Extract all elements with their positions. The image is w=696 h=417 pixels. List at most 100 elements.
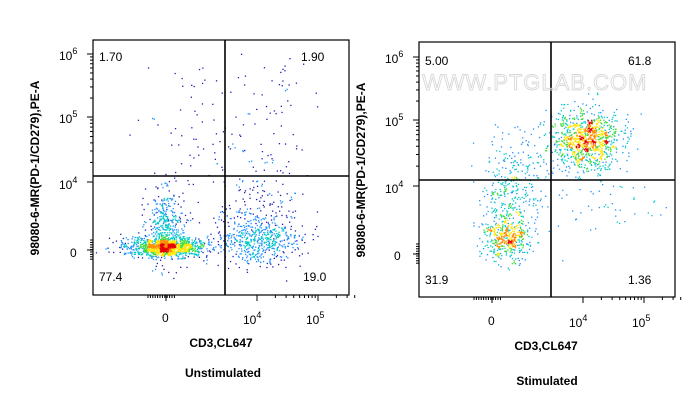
data-point (565, 126, 567, 128)
data-point (535, 198, 537, 200)
data-point (143, 221, 146, 223)
data-point (627, 140, 629, 142)
data-point (164, 214, 166, 216)
data-point (255, 246, 257, 248)
data-point (514, 160, 517, 162)
data-point (585, 149, 587, 151)
data-point (561, 131, 563, 134)
data-point (155, 265, 157, 268)
data-point (505, 237, 507, 239)
data-point (492, 240, 494, 242)
data-point (249, 245, 252, 247)
plot-frame (418, 41, 676, 298)
data-point (519, 263, 521, 265)
data-point (490, 250, 493, 252)
data-point (567, 126, 570, 128)
data-point (510, 192, 512, 194)
data-point (563, 143, 565, 145)
data-point (496, 192, 499, 194)
data-point (566, 120, 568, 122)
data-point (497, 229, 499, 231)
data-point (609, 153, 611, 155)
data-point (288, 84, 290, 86)
data-point (622, 145, 624, 147)
data-point (173, 246, 175, 249)
data-point (142, 242, 144, 244)
data-point (166, 235, 168, 237)
data-point (156, 249, 158, 251)
data-point (665, 207, 667, 209)
data-point (512, 227, 514, 229)
data-point (560, 143, 562, 145)
data-point (292, 133, 294, 136)
data-point (608, 119, 610, 122)
data-point (260, 244, 263, 247)
data-point (266, 118, 268, 120)
data-point (180, 249, 182, 251)
data-point (210, 244, 212, 246)
data-point (178, 144, 180, 146)
data-point (268, 225, 270, 227)
data-point (154, 240, 156, 242)
data-point (208, 241, 210, 243)
data-point (133, 251, 136, 254)
data-point (274, 241, 276, 243)
data-point (513, 260, 515, 262)
data-point (256, 185, 259, 187)
data-point (526, 234, 528, 236)
data-point (501, 183, 503, 185)
data-point (496, 174, 498, 176)
data-point (250, 226, 252, 228)
data-point (589, 130, 591, 132)
data-point (525, 140, 527, 142)
data-point (517, 126, 519, 128)
data-point (532, 186, 534, 188)
data-point (157, 228, 159, 230)
data-point (142, 226, 144, 228)
data-point (505, 190, 507, 192)
data-point (228, 146, 230, 148)
data-point (257, 207, 259, 210)
data-point (171, 221, 173, 223)
data-point (155, 242, 157, 244)
data-point (251, 234, 253, 236)
data-point (191, 250, 194, 252)
data-point (171, 232, 173, 234)
data-point (295, 148, 298, 150)
data-point (303, 63, 305, 65)
data-point (185, 247, 187, 249)
data-point (578, 141, 580, 143)
data-point (590, 149, 593, 151)
data-point (153, 240, 155, 242)
data-point (511, 236, 513, 239)
data-point (149, 246, 151, 248)
data-point (257, 250, 259, 252)
data-point (473, 222, 475, 224)
data-point (196, 250, 199, 252)
data-point (608, 128, 610, 130)
data-point (563, 124, 565, 126)
data-point (197, 251, 199, 253)
data-point (183, 242, 186, 244)
data-point (538, 136, 541, 139)
data-point (525, 186, 528, 189)
data-point (250, 241, 252, 243)
data-point (213, 249, 215, 251)
data-point (503, 242, 505, 244)
data-point (506, 217, 508, 219)
data-point (293, 217, 296, 219)
data-point (317, 235, 319, 238)
data-point (485, 189, 488, 192)
data-point (269, 236, 271, 238)
data-point (498, 226, 500, 228)
data-point (504, 216, 506, 218)
data-point (225, 208, 227, 210)
data-point (142, 197, 144, 200)
data-point (219, 211, 222, 213)
data-point (244, 230, 247, 232)
data-point (482, 248, 485, 250)
data-point (235, 200, 237, 202)
data-point (584, 164, 586, 166)
data-point (188, 245, 190, 247)
data-point (626, 170, 628, 173)
